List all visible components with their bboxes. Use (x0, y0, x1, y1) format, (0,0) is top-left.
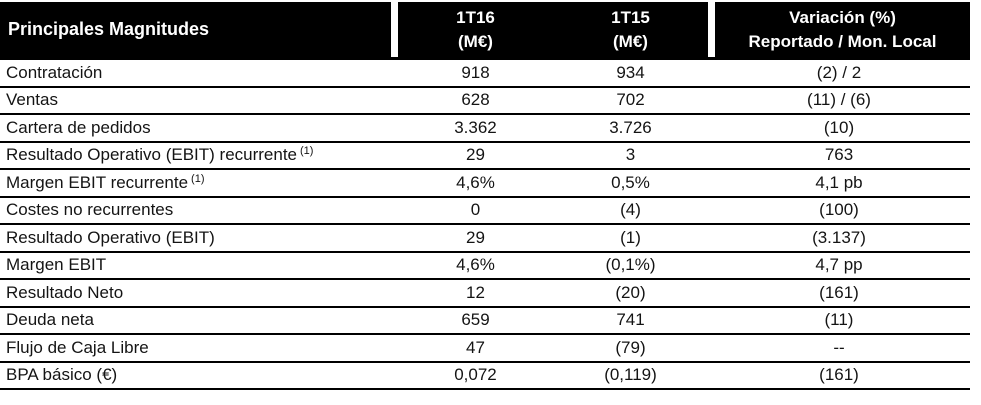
row-label: Flujo de Caja Libre (6, 337, 149, 357)
row-label-cell: Resultado Operativo (EBIT) recurrente (1) (0, 145, 398, 165)
table-row: Cartera de pedidos 3.362 3.726 (10) (0, 115, 970, 143)
table-row: Resultado Neto 12 (20) (161) (0, 280, 970, 308)
cell-1t15: 3.726 (609, 117, 652, 137)
cell-variacion: (2) / 2 (816, 62, 862, 82)
cell-1t16: 29 (466, 145, 485, 165)
row-label: Resultado Operativo (EBIT) (6, 227, 215, 247)
row-label-cell: Resultado Operativo (EBIT) (0, 228, 398, 248)
header-variacion: Variación (%) Reportado / Mon. Local (715, 2, 970, 57)
cell-1t16: 918 (461, 62, 490, 82)
cell-variacion: (161) (819, 282, 859, 302)
cell-1t15: 741 (616, 310, 645, 330)
financial-table: Principales Magnitudes 1T16 (M€) 1T15 (M… (0, 2, 970, 390)
row-label-cell: Margen EBIT (0, 255, 398, 275)
row-label-cell: Deuda neta (0, 310, 398, 330)
cell-1t16: 0 (470, 200, 481, 220)
table-row: Resultado Operativo (EBIT) 29 (1) (3.137… (0, 225, 970, 253)
header-1t15-line1: 1T15 (611, 7, 650, 27)
row-label-cell: Ventas (0, 90, 398, 110)
table-header: Principales Magnitudes 1T16 (M€) 1T15 (M… (0, 2, 970, 60)
header-principales-label: Principales Magnitudes (8, 19, 210, 39)
table-row: BPA básico (€) 0,072 (0,119) (161) (0, 363, 970, 390)
cell-1t16: 29 (466, 227, 485, 247)
table-row: Flujo de Caja Libre 47 (79) -- (0, 335, 970, 363)
row-label-cell: Cartera de pedidos (0, 118, 398, 138)
cell-1t16: 0,072 (454, 365, 497, 385)
cell-variacion: 4,1 pb (815, 172, 863, 192)
header-period-columns: 1T16 (M€) 1T15 (M€) (398, 2, 708, 57)
cell-variacion: -- (833, 337, 845, 357)
cell-1t16: 628 (461, 90, 490, 110)
row-label-cell: Flujo de Caja Libre (0, 338, 398, 358)
row-label: Resultado Operativo (EBIT) recurrente (6, 145, 298, 165)
header-variacion-line2: Reportado / Mon. Local (748, 31, 937, 51)
table-row: Margen EBIT recurrente (1) 4,6% 0,5% 4,1 … (0, 170, 970, 198)
header-gap-1 (391, 2, 398, 57)
cell-variacion: (11) (824, 310, 854, 330)
cell-1t15: 0,5% (611, 172, 650, 192)
table-row: Deuda neta 659 741 (11) (0, 308, 970, 335)
row-label: Margen EBIT recurrente (6, 172, 189, 192)
cell-1t15: (20) (615, 282, 646, 302)
header-principales-magnitudes: Principales Magnitudes (0, 2, 391, 57)
cell-1t16: 4,6% (456, 172, 495, 192)
row-label: Costes no recurrentes (6, 200, 174, 220)
row-label-cell: BPA básico (€) (0, 365, 398, 385)
cell-1t16: 3.362 (454, 117, 497, 137)
cell-variacion: 763 (824, 145, 854, 165)
cell-variacion: (161) (819, 365, 859, 385)
header-1t15-line2: (M€) (613, 31, 648, 51)
table-row: Margen EBIT 4,6% (0,1%) 4,7 pp (0, 253, 970, 280)
cell-variacion: (3.137) (812, 227, 866, 247)
cell-1t15: (0,119) (604, 365, 657, 385)
table-row: Ventas 628 702 (11) / (6) (0, 88, 970, 115)
table-row: Costes no recurrentes 0 (4) (100) (0, 198, 970, 225)
cell-1t16: 4,6% (456, 255, 495, 275)
row-label: BPA básico (€) (6, 365, 118, 385)
header-1t16-line1: 1T16 (456, 7, 495, 27)
header-gap-2 (708, 2, 715, 57)
row-footnote-marker: (1) (300, 145, 314, 158)
table-row: Contratación 918 934 (2) / 2 (0, 60, 970, 88)
cell-1t15: 702 (616, 90, 645, 110)
row-label-cell: Margen EBIT recurrente (1) (0, 173, 398, 193)
table-row: Resultado Operativo (EBIT) recurrente (1)… (0, 143, 970, 170)
cell-1t16: 12 (466, 282, 485, 302)
row-label-cell: Costes no recurrentes (0, 200, 398, 220)
cell-variacion: 4,7 pp (815, 255, 863, 275)
cell-1t15: (0,1%) (605, 255, 656, 275)
header-1t16: 1T16 (M€) (398, 2, 553, 57)
row-label: Contratación (6, 62, 103, 82)
cell-1t15: 934 (616, 62, 645, 82)
cell-1t15: (1) (620, 227, 641, 247)
cell-variacion: (100) (819, 200, 859, 220)
row-label: Resultado Neto (6, 282, 124, 302)
cell-variacion: (10) (823, 117, 855, 137)
cell-1t15: (79) (615, 337, 646, 357)
table-body: Contratación 918 934 (2) / 2 Ventas 628 … (0, 60, 970, 390)
row-label: Cartera de pedidos (6, 117, 151, 137)
row-footnote-marker: (1) (191, 172, 205, 185)
cell-1t16: 47 (466, 337, 485, 357)
cell-1t15: (4) (620, 200, 641, 220)
row-label: Ventas (6, 90, 58, 110)
header-variacion-line1: Variación (%) (789, 7, 896, 27)
row-label-cell: Contratación (0, 63, 398, 83)
row-label: Margen EBIT (6, 255, 107, 275)
row-label-cell: Resultado Neto (0, 283, 398, 303)
row-label: Deuda neta (6, 310, 94, 330)
header-1t16-line2: (M€) (458, 31, 493, 51)
header-1t15: 1T15 (M€) (553, 2, 708, 57)
cell-1t15: 3 (625, 145, 636, 165)
cell-1t16: 659 (461, 310, 490, 330)
cell-variacion: (11) / (6) (807, 90, 871, 110)
